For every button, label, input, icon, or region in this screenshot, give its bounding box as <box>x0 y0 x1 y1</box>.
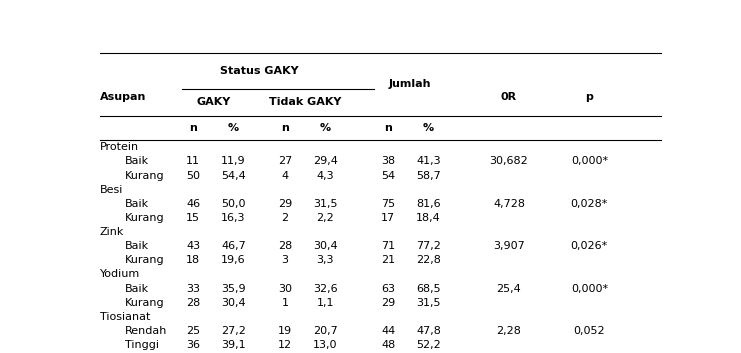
Text: 11,9: 11,9 <box>221 156 245 166</box>
Text: Protein: Protein <box>99 142 139 152</box>
Text: 54,4: 54,4 <box>221 170 246 180</box>
Text: 0,000*: 0,000* <box>571 283 608 294</box>
Text: Baik: Baik <box>125 241 150 251</box>
Text: 0,052: 0,052 <box>574 326 605 336</box>
Text: 4: 4 <box>282 170 288 180</box>
Text: Kurang: Kurang <box>125 213 165 223</box>
Text: 29: 29 <box>278 199 292 209</box>
Text: 58,7: 58,7 <box>416 170 441 180</box>
Text: 18: 18 <box>186 255 200 265</box>
Text: 30,682: 30,682 <box>490 156 528 166</box>
Text: Baik: Baik <box>125 283 150 294</box>
Text: 39,1: 39,1 <box>221 340 245 350</box>
Text: 20,7: 20,7 <box>313 326 338 336</box>
Text: %: % <box>319 123 330 133</box>
Text: 11: 11 <box>186 156 200 166</box>
Text: Yodium: Yodium <box>99 269 140 280</box>
Text: 12: 12 <box>278 340 292 350</box>
Text: 4,3: 4,3 <box>316 170 334 180</box>
Text: 1: 1 <box>282 298 288 308</box>
Text: n: n <box>281 123 289 133</box>
Text: 1,1: 1,1 <box>316 298 334 308</box>
Text: 25,4: 25,4 <box>496 283 522 294</box>
Text: 30: 30 <box>278 283 292 294</box>
Text: 15: 15 <box>186 213 200 223</box>
Text: 0R: 0R <box>501 92 517 102</box>
Text: 22,8: 22,8 <box>416 255 441 265</box>
Text: 31,5: 31,5 <box>416 298 441 308</box>
Text: 25: 25 <box>186 326 200 336</box>
Text: Jumlah: Jumlah <box>389 79 431 90</box>
Text: 48: 48 <box>382 340 396 350</box>
Text: 4,728: 4,728 <box>493 199 525 209</box>
Text: GAKY: GAKY <box>196 97 230 107</box>
Text: 46,7: 46,7 <box>221 241 246 251</box>
Text: 2,2: 2,2 <box>316 213 334 223</box>
Text: 81,6: 81,6 <box>416 199 441 209</box>
Text: 19,6: 19,6 <box>221 255 245 265</box>
Text: 33: 33 <box>186 283 200 294</box>
Text: 44: 44 <box>382 326 396 336</box>
Text: 0,028*: 0,028* <box>571 199 608 209</box>
Text: 2: 2 <box>282 213 288 223</box>
Text: Kurang: Kurang <box>125 255 165 265</box>
Text: 29,4: 29,4 <box>313 156 338 166</box>
Text: 21: 21 <box>382 255 396 265</box>
Text: 54: 54 <box>382 170 396 180</box>
Text: 41,3: 41,3 <box>416 156 441 166</box>
Text: 2,28: 2,28 <box>496 326 522 336</box>
Text: Baik: Baik <box>125 156 150 166</box>
Text: 19: 19 <box>278 326 292 336</box>
Text: 0,000*: 0,000* <box>571 156 608 166</box>
Text: 77,2: 77,2 <box>416 241 441 251</box>
Text: 17: 17 <box>382 213 396 223</box>
Text: n: n <box>385 123 392 133</box>
Text: 28: 28 <box>278 241 292 251</box>
Text: Asupan: Asupan <box>99 92 146 102</box>
Text: 31,5: 31,5 <box>313 199 337 209</box>
Text: 63: 63 <box>382 283 396 294</box>
Text: 43: 43 <box>186 241 200 251</box>
Text: Rendah: Rendah <box>125 326 167 336</box>
Text: Besi: Besi <box>99 185 123 195</box>
Text: 28: 28 <box>186 298 200 308</box>
Text: 52,2: 52,2 <box>416 340 441 350</box>
Text: 38: 38 <box>382 156 396 166</box>
Text: n: n <box>189 123 197 133</box>
Text: 29: 29 <box>382 298 396 308</box>
Text: 13,0: 13,0 <box>313 340 337 350</box>
Text: 36: 36 <box>186 340 200 350</box>
Text: Kurang: Kurang <box>125 298 165 308</box>
Text: %: % <box>423 123 434 133</box>
Text: 30,4: 30,4 <box>221 298 245 308</box>
Text: %: % <box>227 123 239 133</box>
Text: Zink: Zink <box>99 227 124 237</box>
Text: 32,6: 32,6 <box>313 283 337 294</box>
Text: Tinggi: Tinggi <box>125 340 159 350</box>
Text: 3,3: 3,3 <box>316 255 334 265</box>
Text: p: p <box>585 92 594 102</box>
Text: 35,9: 35,9 <box>221 283 245 294</box>
Text: 27,2: 27,2 <box>221 326 246 336</box>
Text: 46: 46 <box>186 199 200 209</box>
Text: Kurang: Kurang <box>125 170 165 180</box>
Text: 71: 71 <box>382 241 396 251</box>
Text: 68,5: 68,5 <box>416 283 441 294</box>
Text: Tiosianat: Tiosianat <box>99 312 150 322</box>
Text: 0,026*: 0,026* <box>571 241 608 251</box>
Text: 16,3: 16,3 <box>221 213 245 223</box>
Text: 75: 75 <box>382 199 396 209</box>
Text: 47,8: 47,8 <box>416 326 441 336</box>
Text: 3,907: 3,907 <box>493 241 525 251</box>
Text: Status GAKY: Status GAKY <box>220 66 299 76</box>
Text: Baik: Baik <box>125 199 150 209</box>
Text: 50,0: 50,0 <box>221 199 245 209</box>
Text: 30,4: 30,4 <box>313 241 337 251</box>
Text: 50: 50 <box>186 170 200 180</box>
Text: 27: 27 <box>278 156 292 166</box>
Text: 18,4: 18,4 <box>416 213 441 223</box>
Text: Tidak GAKY: Tidak GAKY <box>269 97 342 107</box>
Text: 3: 3 <box>282 255 288 265</box>
